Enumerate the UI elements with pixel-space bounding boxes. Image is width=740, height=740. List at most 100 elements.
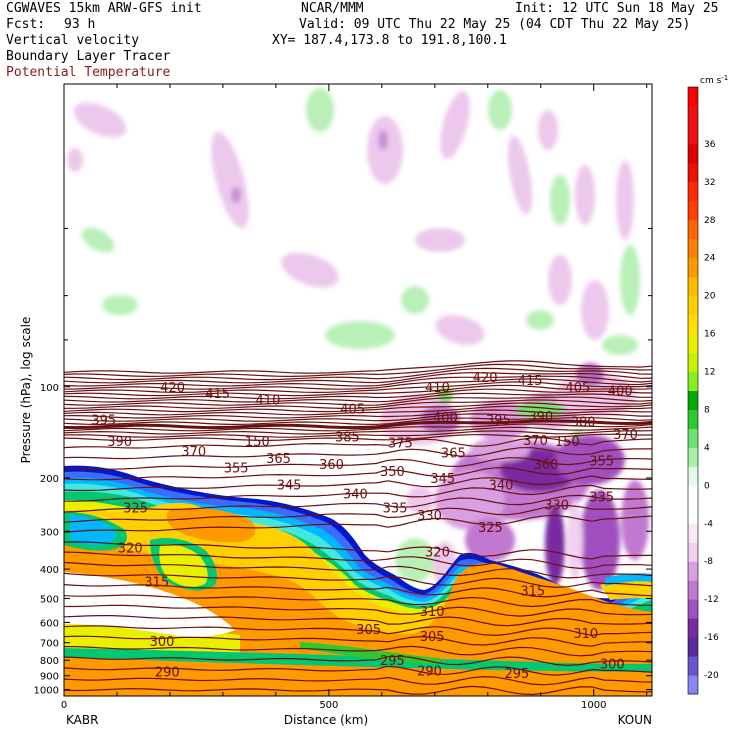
endpoint-right-label: KOUN bbox=[618, 713, 652, 727]
theta-label: 295 bbox=[505, 667, 530, 682]
colorbar-swatch bbox=[688, 105, 698, 126]
x-tick-label: 500 bbox=[319, 700, 338, 711]
colorbar-label: 0 bbox=[704, 481, 710, 491]
theta-contour bbox=[64, 372, 652, 384]
colorbar-units: cm s-1 bbox=[700, 74, 728, 86]
theta-label: 415 bbox=[205, 387, 230, 402]
colorbar-swatch bbox=[688, 466, 698, 486]
colorbar-swatch bbox=[688, 162, 698, 183]
theta-label: 150 bbox=[555, 435, 580, 450]
theta-label: 310 bbox=[573, 627, 598, 642]
theta-contour bbox=[64, 561, 652, 579]
theta-label: 330 bbox=[544, 499, 569, 514]
theta-label: 315 bbox=[144, 576, 169, 591]
colorbar-swatch bbox=[688, 599, 698, 619]
colorbar-label: -12 bbox=[704, 595, 719, 605]
organization-label: NCAR/MMM bbox=[301, 1, 364, 16]
theta-label: 340 bbox=[343, 487, 368, 502]
colorbar-label: -20 bbox=[704, 671, 719, 681]
colorbar-swatch bbox=[688, 561, 698, 581]
theta-contour bbox=[64, 392, 652, 403]
colorbar-label: 24 bbox=[704, 254, 716, 264]
theta-label: 355 bbox=[224, 462, 249, 477]
theta-contour bbox=[64, 384, 652, 397]
theta-label: 390 bbox=[528, 410, 553, 425]
colorbar-label: 4 bbox=[704, 443, 710, 453]
theta-label: 360 bbox=[319, 458, 344, 473]
theta-label: 330 bbox=[417, 509, 442, 524]
theta-label: 365 bbox=[441, 447, 466, 462]
colorbar: 36 32 28 24 20 16 12 8 4 0 -4 -8 -12 -16 -20 bbox=[687, 86, 719, 695]
colorbar-swatch bbox=[688, 276, 698, 297]
colorbar-label: 16 bbox=[704, 330, 716, 340]
colorbar-swatch bbox=[688, 637, 698, 657]
theta-label: 380 bbox=[571, 415, 596, 430]
colorbar-swatch bbox=[688, 143, 698, 164]
theta-label: 420 bbox=[160, 381, 185, 396]
theta-contour bbox=[64, 375, 652, 387]
theta-label: 370 bbox=[613, 428, 638, 443]
theta-contour bbox=[64, 426, 652, 435]
theta-label: 315 bbox=[520, 584, 545, 599]
colorbar-label: 32 bbox=[704, 178, 715, 188]
theta-contour bbox=[64, 396, 652, 406]
x-axis: 0 500 1000 bbox=[61, 84, 648, 711]
theta-label: 305 bbox=[356, 623, 381, 638]
theta-contour bbox=[64, 433, 652, 442]
theta-contour bbox=[64, 572, 652, 589]
theta-label: 150 bbox=[245, 435, 270, 450]
colorbar-swatch bbox=[688, 428, 698, 448]
colorbar-swatch bbox=[688, 352, 698, 373]
colorbar-label: -16 bbox=[704, 633, 719, 643]
endpoint-left-label: KABR bbox=[66, 713, 98, 727]
theta-label: 300 bbox=[600, 657, 625, 672]
theta-contour bbox=[64, 685, 652, 696]
theta-label: 415 bbox=[518, 374, 543, 389]
y-tick-label: 700 bbox=[40, 639, 59, 650]
theta-label: 420 bbox=[473, 371, 498, 386]
theta-label: 335 bbox=[383, 501, 408, 516]
field-boundary-layer-tracer: Boundary Layer Tracer bbox=[6, 49, 171, 64]
theta-contour bbox=[64, 551, 652, 570]
theta-contour bbox=[64, 409, 652, 419]
theta-contour bbox=[64, 625, 652, 637]
theta-contour bbox=[64, 388, 652, 400]
theta-label: 290 bbox=[417, 665, 442, 680]
theta-contour bbox=[64, 541, 652, 560]
forecast-hour: 93 h bbox=[64, 17, 96, 32]
colorbar-swatch bbox=[688, 219, 698, 240]
colorbar-label: 20 bbox=[704, 292, 716, 302]
theta-label: 355 bbox=[589, 454, 614, 469]
theta-contour bbox=[64, 367, 652, 381]
y-tick-label: 500 bbox=[40, 594, 59, 605]
theta-contour bbox=[64, 419, 652, 430]
colorbar-swatch bbox=[688, 333, 698, 354]
colorbar-swatch bbox=[688, 257, 698, 278]
colorbar-swatch bbox=[688, 295, 698, 316]
theta-label: 325 bbox=[478, 521, 503, 536]
colorbar-label: 28 bbox=[704, 216, 716, 226]
theta-label: 290 bbox=[155, 665, 180, 680]
colorbar-label: 12 bbox=[704, 368, 715, 378]
theta-label: 400 bbox=[433, 411, 458, 426]
theta-contour bbox=[64, 635, 652, 647]
theta-label: 395 bbox=[486, 413, 511, 428]
theta-contour bbox=[64, 405, 652, 416]
colorbar-swatch bbox=[688, 124, 698, 145]
theta-contour bbox=[64, 514, 652, 533]
colorbar-swatch bbox=[688, 409, 698, 429]
theta-contour bbox=[64, 494, 652, 513]
theta-label: 410 bbox=[256, 393, 281, 408]
y-tick-label: 600 bbox=[40, 618, 59, 629]
theta-label: 325 bbox=[123, 501, 148, 516]
y-tick-label: 400 bbox=[40, 565, 59, 576]
theta-label: 345 bbox=[430, 472, 455, 487]
plot-frame bbox=[63, 83, 653, 697]
colorbar-swatch bbox=[688, 390, 698, 410]
colorbar-swatch bbox=[688, 181, 698, 202]
colorbar-swatch bbox=[688, 618, 698, 638]
colorbar-label: 8 bbox=[704, 405, 710, 415]
y-tick-label: 1000 bbox=[34, 686, 59, 697]
colorbar-swatch bbox=[688, 238, 698, 259]
